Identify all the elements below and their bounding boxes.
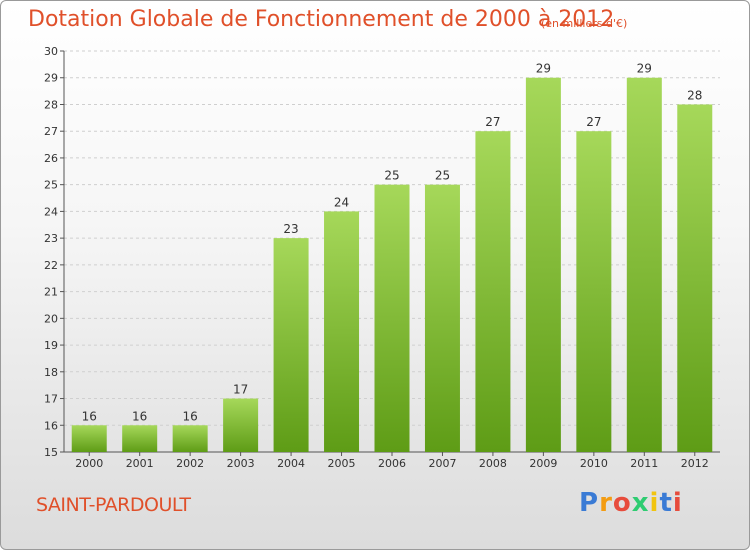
x-tick-label: 2011	[630, 457, 658, 470]
x-tick-label: 2003	[227, 457, 255, 470]
x-tick-label: 2005	[328, 457, 356, 470]
x-tick-label: 2002	[176, 457, 204, 470]
logo-letter: x	[631, 488, 650, 518]
bar	[475, 131, 511, 452]
bar	[122, 425, 158, 452]
y-tick-label: 20	[44, 312, 58, 325]
x-tick-label: 2007	[428, 457, 456, 470]
y-tick-label: 22	[44, 259, 58, 272]
y-tick-label: 15	[44, 446, 58, 459]
bar	[273, 238, 309, 452]
y-tick-label: 27	[44, 125, 58, 138]
data-label: 29	[536, 62, 551, 76]
commune-name: SAINT-PARDOULT	[36, 494, 191, 516]
y-tick-label: 24	[44, 205, 58, 218]
bar	[576, 131, 612, 452]
y-tick-label: 18	[44, 366, 58, 379]
y-tick-label: 29	[44, 72, 58, 85]
proxiti-logo: Proxiti	[579, 488, 683, 518]
x-tick-label: 2010	[580, 457, 608, 470]
y-tick-label: 19	[44, 339, 58, 352]
data-label: 27	[586, 115, 601, 129]
bar	[172, 425, 208, 452]
chart-title: Dotation Globale de Fonctionnement de 20…	[28, 7, 615, 32]
x-tick-label: 2012	[681, 457, 709, 470]
x-tick-label: 2009	[529, 457, 557, 470]
bar	[324, 211, 360, 452]
bar	[677, 104, 713, 452]
data-label: 27	[485, 115, 500, 129]
y-tick-label: 25	[44, 179, 58, 192]
y-tick-label: 26	[44, 152, 58, 165]
y-tick-label: 28	[44, 98, 58, 111]
chart-unit: (en milliers d'€)	[541, 17, 628, 30]
data-label: 28	[687, 88, 702, 102]
x-tick-label: 2001	[126, 457, 154, 470]
logo-letter: i	[649, 488, 660, 518]
y-tick-label: 21	[44, 286, 58, 299]
logo-letter: o	[612, 488, 632, 518]
logo-letter: t	[659, 488, 673, 518]
data-label: 25	[384, 169, 399, 183]
y-tick-label: 30	[44, 45, 58, 58]
data-label: 17	[233, 383, 248, 397]
logo-letter: r	[599, 488, 613, 518]
bars	[71, 77, 713, 452]
data-label: 25	[435, 169, 450, 183]
y-tick-label: 17	[44, 393, 58, 406]
bar	[71, 425, 107, 452]
bar	[626, 77, 662, 452]
data-label: 16	[82, 409, 97, 423]
data-label: 23	[283, 222, 298, 236]
x-tick-label: 2006	[378, 457, 406, 470]
x-tick-label: 2004	[277, 457, 305, 470]
data-label: 16	[183, 409, 198, 423]
y-tick-label: 16	[44, 419, 58, 432]
data-labels: 16 16 16 17 23 24 25 25 27 29 27 29 28	[82, 62, 703, 424]
bar	[525, 77, 561, 452]
bar	[223, 398, 259, 452]
data-label: 24	[334, 195, 349, 209]
logo-letter: P	[579, 488, 600, 518]
data-label: 16	[132, 409, 147, 423]
x-tick-label: 2008	[479, 457, 507, 470]
y-tick-label: 23	[44, 232, 58, 245]
data-label: 29	[637, 62, 652, 76]
bar	[424, 184, 460, 452]
bar	[374, 184, 410, 452]
logo-letter: i	[672, 488, 683, 518]
x-tick-label: 2000	[75, 457, 103, 470]
